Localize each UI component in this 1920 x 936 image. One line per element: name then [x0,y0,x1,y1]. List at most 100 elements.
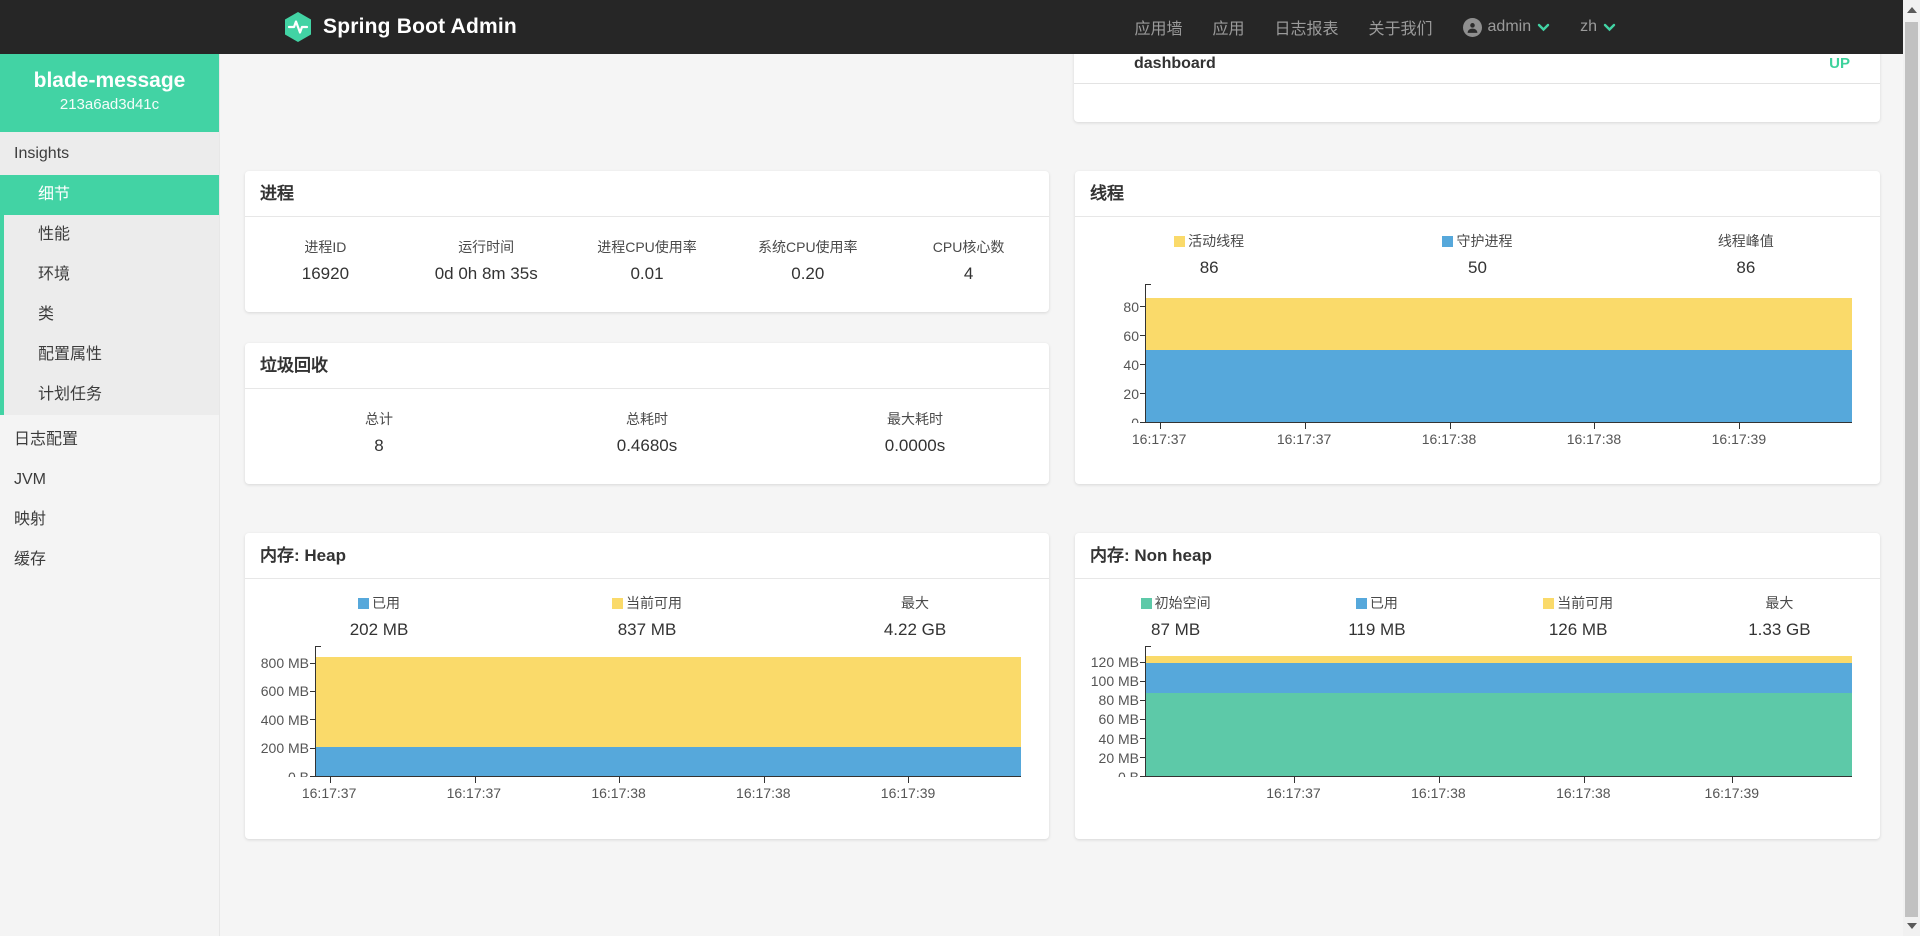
x-axis-tick-label: 16:17:37 [447,785,502,801]
threads-chart-x-axis: 16:17:3716:17:3716:17:3816:17:3816:17:39 [1145,423,1852,447]
daemon-threads-legend-swatch [1442,236,1453,247]
y-axis-tick-label: 800 MB [261,655,309,671]
nonheap-size-legend-swatch [1543,598,1554,609]
y-axis-tick-label: 60 [1123,328,1139,344]
vertical-scrollbar[interactable] [1903,0,1920,936]
y-axis-tick-label: 40 MB [1099,731,1139,747]
nav-item-application-wall[interactable]: 应用墙 [1134,15,1182,39]
user-avatar-icon [1463,18,1482,37]
sidebar-item-classes[interactable]: 类 [0,295,219,335]
x-axis-tick-label: 16:17:38 [1422,431,1477,447]
spring-boot-admin-logo-icon [283,11,313,43]
brand-home-link[interactable]: Spring Boot Admin [283,11,517,43]
y-axis-tick-label: 200 MB [261,740,309,756]
sidebar-item-config-properties[interactable]: 配置属性 [0,335,219,375]
sidebar-item-environment[interactable]: 环境 [0,255,219,295]
sidebar-item-caches[interactable]: 缓存 [0,540,219,580]
threads-chart-plot [1145,292,1852,423]
instance-id: 213a6ad3d41c [0,94,219,116]
x-axis-tick-label: 16:17:38 [591,785,646,801]
heap-chart-x-axis: 16:17:3716:17:3716:17:3816:17:3816:17:39 [315,777,1021,801]
application-status-card: dashboard UP [1074,44,1880,122]
y-axis-tick-label: 20 MB [1099,750,1139,766]
stat-system-cpu: 系统CPU使用率 0.20 [727,239,888,284]
y-axis-tick-mark [1140,700,1146,701]
x-axis-tick-label: 16:17:38 [1567,431,1622,447]
y-axis-tick-label: 0 B [1118,769,1139,777]
stat-heap-max: 最大 4.22 GB [781,595,1049,640]
stat-heap-size: 当前可用 837 MB [513,595,781,640]
stat-gc-total-time: 总耗时 0.4680s [513,411,781,456]
y-axis-tick-mark [310,663,316,664]
application-name: blade-message [0,68,219,94]
nav-item-applications[interactable]: 应用 [1212,15,1244,39]
stat-gc-max-time: 最大耗时 0.0000s [781,411,1049,456]
memory-nonheap-card: 内存: Non heap 初始空间 87 MB 已用 119 MB 当前可用 1… [1075,533,1880,839]
instance-sidebar: blade-message 213a6ad3d41c Insights 细节 性… [0,54,220,936]
stat-live-threads: 活动线程 86 [1075,233,1343,278]
y-axis-tick-label: 80 MB [1099,692,1139,708]
heap-chart-plot [315,654,1021,777]
gc-card-title: 垃圾回收 [245,343,1049,389]
live-threads-legend-swatch [1174,236,1185,247]
memory-heap-card: 内存: Heap 已用 202 MB 当前可用 837 MB 最大 4.22 G… [245,533,1049,839]
y-axis-tick-mark [1140,364,1146,365]
nonheap-initial-legend-swatch [1141,598,1152,609]
sidebar-item-details[interactable]: 细节 [0,175,219,215]
y-axis-tick-mark [310,748,316,749]
sidebar-item-jvm[interactable]: JVM [0,460,219,500]
scrollbar-up-arrow-icon[interactable] [1907,7,1917,13]
y-axis-tick-label: 60 MB [1099,711,1139,727]
area-band [316,747,1021,776]
area-band [1146,656,1852,663]
x-axis-tick-label: 16:17:38 [1411,785,1466,801]
status-badge: UP [1829,55,1850,72]
threads-chart: 020406080 16:17:3716:17:3716:17:3816:17:… [1081,292,1852,447]
chevron-down-icon [1537,23,1550,32]
heap-card-title: 内存: Heap [245,533,1049,579]
nonheap-chart-plot [1145,654,1852,777]
heap-used-legend-swatch [358,598,369,609]
y-axis-tick-mark [1140,335,1146,336]
instance-header[interactable]: blade-message 213a6ad3d41c [0,54,219,132]
sidebar-item-performance[interactable]: 性能 [0,215,219,255]
nonheap-card-title: 内存: Non heap [1075,533,1880,579]
navbar-menu: 应用墙 应用 日志报表 关于我们 admin zh [1134,0,1616,54]
language-dropdown[interactable]: zh [1580,18,1616,36]
sidebar-group-insights[interactable]: Insights [0,132,219,175]
scrollbar-thumb[interactable] [1905,22,1918,917]
sidebar-item-scheduled-tasks[interactable]: 计划任务 [0,375,219,415]
process-stats: 进程ID 16920 运行时间 0d 0h 8m 35s 进程CPU使用率 0.… [245,217,1049,284]
x-axis-tick-label: 16:17:39 [881,785,936,801]
area-band [1146,663,1852,694]
y-axis-tick-mark [310,691,316,692]
user-name-label: admin [1488,18,1532,36]
y-axis-tick-mark [1140,757,1146,758]
stat-nonheap-initial: 初始空间 87 MB [1075,595,1276,640]
sidebar-items: 日志配置 JVM 映射 缓存 [0,420,219,580]
stat-nonheap-used: 已用 119 MB [1276,595,1477,640]
nav-item-journal[interactable]: 日志报表 [1274,15,1338,39]
area-band [316,657,1021,747]
stat-nonheap-size: 当前可用 126 MB [1478,595,1679,640]
nonheap-stats: 初始空间 87 MB 已用 119 MB 当前可用 126 MB 最大 1.33… [1075,579,1880,640]
heap-chart-y-axis: 0 B200 MB400 MB600 MB800 MB [251,654,315,777]
stat-daemon-threads: 守护进程 50 [1343,233,1611,278]
area-band [1146,350,1852,422]
y-axis-tick-label: 0 [1131,415,1139,423]
scrollbar-down-arrow-icon[interactable] [1907,923,1917,929]
sidebar-item-log-config[interactable]: 日志配置 [0,420,219,460]
user-menu-dropdown[interactable]: admin [1463,18,1551,37]
threads-card: 线程 活动线程 86 守护进程 50 线程峰值 86 020406080 16:… [1075,171,1880,484]
y-axis-tick-label: 100 MB [1091,673,1139,689]
sidebar-item-mappings[interactable]: 映射 [0,500,219,540]
top-navbar: Spring Boot Admin 应用墙 应用 日志报表 关于我们 admin… [0,0,1903,54]
y-axis-tick-mark [1140,719,1146,720]
x-axis-tick-label: 16:17:37 [1277,431,1332,447]
stat-cpu-cores: CPU核心数 4 [888,239,1049,284]
y-axis-tick-mark [1140,681,1146,682]
stat-uptime: 运行时间 0d 0h 8m 35s [406,239,567,284]
nav-item-about[interactable]: 关于我们 [1369,15,1433,39]
stat-gc-count: 总计 8 [245,411,513,456]
active-group-indicator [0,175,4,415]
